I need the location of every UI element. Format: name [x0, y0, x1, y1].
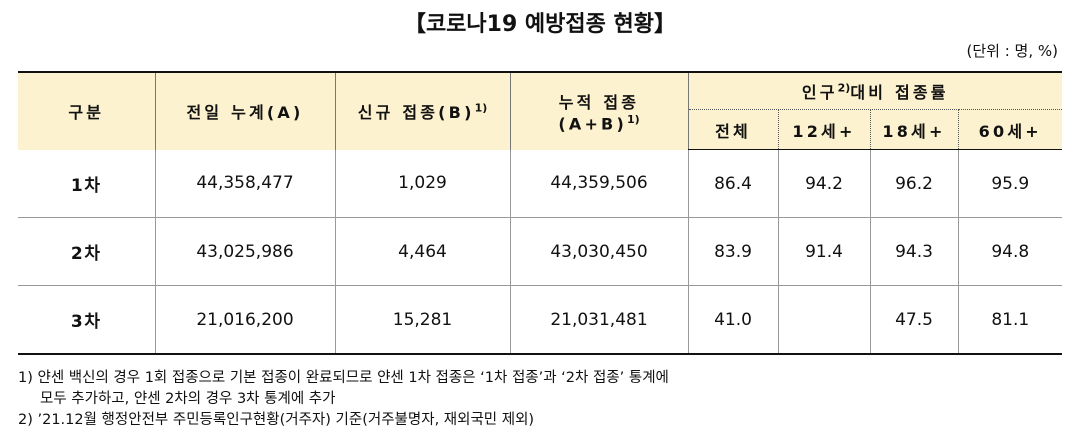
footnote: 2) ’21.12월 행정안전부 주민등록인구현황(거주자) 기준(거주불명자,…: [18, 412, 535, 428]
subheader-cell: 18세+: [869, 109, 958, 150]
footnote-ref: 2): [837, 81, 851, 95]
header-cell: 구분: [18, 71, 155, 150]
row-label: 3차: [18, 285, 155, 355]
header-text: 대비 접종률: [850, 83, 949, 102]
table-cell: 4,464: [334, 217, 510, 286]
table-cell: 43,030,450: [509, 217, 688, 286]
table-cell: 94.2: [777, 149, 870, 218]
header-cell: 신규 접종(B)1): [334, 71, 510, 150]
subheader-cell: 전체: [687, 109, 778, 150]
table-cell: 21,031,481: [509, 285, 688, 355]
table-cell: 94.3: [869, 217, 958, 286]
table-cell: 94.8: [957, 217, 1063, 286]
header-text: 신규 접종(B): [357, 103, 475, 123]
table-cell: 44,358,477: [154, 149, 335, 218]
table-cell: 91.4: [777, 217, 870, 286]
table-cell: 86.4: [687, 149, 778, 218]
header-text: 누적 접종: [558, 93, 640, 113]
table-cell: 43,025,986: [154, 217, 335, 286]
footnote: 모두 추가하고, 얀센 2차의 경우 3차 통계에 추가: [40, 391, 336, 407]
table-cell: 44,359,506: [509, 149, 688, 218]
footnote-ref: 1): [626, 113, 640, 127]
table-cell: 83.9: [687, 217, 778, 286]
table-row: 2차 43,025,986 4,464 43,030,450 83.9 91.4 94.3 9…: [18, 217, 1063, 286]
table-cell: 41.0: [687, 285, 778, 355]
title: 【코로나19 예방접종 현황】: [403, 12, 677, 37]
header-text: (A+B): [558, 114, 627, 134]
header-text: 구분: [68, 103, 105, 123]
table-cell: 81.1: [957, 285, 1063, 355]
footnote: 1) 얀센 백신의 경우 1회 접종으로 기본 접종이 완료되므로 얀센 1차 …: [18, 370, 669, 386]
header-text: 인구: [801, 83, 838, 102]
header-cell: 전일 누계(A): [154, 71, 335, 150]
header-text: 전일 누계(A): [186, 103, 304, 123]
table-cell: 1,029: [334, 149, 510, 218]
table-cell: 95.9: [957, 149, 1063, 218]
row-label: 1차: [70, 175, 102, 196]
table-cell: 21,016,200: [154, 285, 335, 355]
table-row: 1차 44,358,477 1,029 44,359,506 86.4 94.2 96.2 9…: [18, 149, 1063, 218]
table-cell: 47.5: [869, 285, 958, 355]
table-row: 3차 21,016,200 15,281 21,031,481 41.0 47.5 81.1: [18, 285, 1063, 355]
table-cell: [777, 285, 870, 355]
subheader-cell: 12세+: [777, 109, 870, 150]
row-label: 2차: [18, 217, 155, 286]
table-cell: 15,281: [334, 285, 510, 355]
group-header: 인구2)대비 접종률: [687, 71, 1063, 110]
vaccination-table: 구분 전일 누계(A) 신규 접종(B)1) 누적 접종 (A+B)1) 인구2)…: [18, 71, 1063, 355]
unit-label: (단위 : 명, %): [966, 42, 1058, 60]
subheader-cell: 60세+: [957, 109, 1063, 150]
footnote-ref: 1): [474, 101, 488, 115]
header-cell: 누적 접종 (A+B)1): [509, 71, 688, 150]
table-cell: 96.2: [869, 149, 958, 218]
